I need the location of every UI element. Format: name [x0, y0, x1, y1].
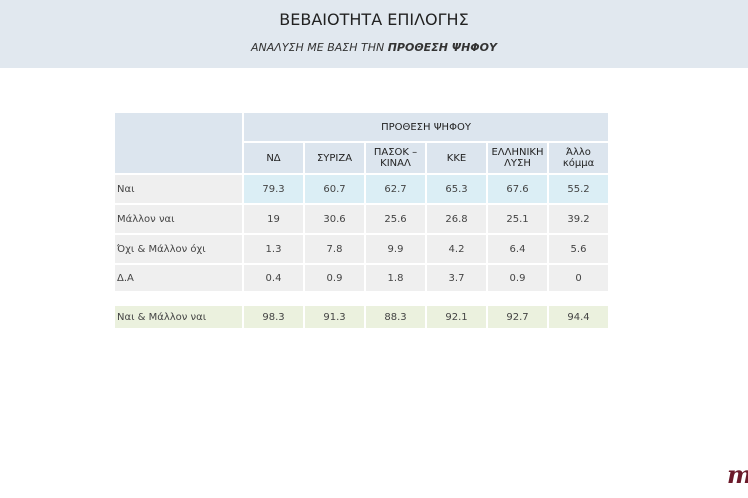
table-cell: 4.2	[427, 235, 486, 263]
row-label: Μάλλον ναι	[115, 205, 242, 233]
group-header: ΠΡΟΘΕΣΗ ΨΗΦΟΥ	[244, 113, 608, 141]
table-cell: 1.3	[244, 235, 303, 263]
header-band	[0, 0, 748, 68]
table-cell: 0.4	[244, 265, 303, 291]
column-header-line: Άλλο	[566, 147, 591, 158]
table-cell: 30.6	[305, 205, 364, 233]
table-cell: 5.6	[549, 235, 608, 263]
column-header: ΕΛΛΗΝΙΚΗ ΛΥΣΗ	[488, 143, 547, 173]
column-header-line: ΕΛΛΗΝΙΚΗ	[491, 147, 544, 158]
table-cell: 0.9	[488, 265, 547, 291]
column-header: Άλλο κόμμα	[549, 143, 608, 173]
row-label: Ναι & Μάλλον ναι	[115, 306, 242, 328]
table-cell: 91.3	[305, 306, 364, 328]
table-cell: 7.8	[305, 235, 364, 263]
table-cell: 6.4	[488, 235, 547, 263]
column-header: ΚΚΕ	[427, 143, 486, 173]
column-header-line: ΠΑΣΟΚ –	[373, 147, 418, 158]
table-row: Δ.Α 0.4 0.9 1.8 3.7 0.9 0	[115, 265, 608, 291]
table-cell: 60.7	[305, 175, 364, 203]
table-row: Ναι 79.3 60.7 62.7 65.3 67.6 55.2	[115, 175, 608, 203]
table-cell: 39.2	[549, 205, 608, 233]
column-header-line: ΣΥΡΙΖΑ	[316, 152, 353, 164]
results-table: ΠΡΟΘΕΣΗ ΨΗΦΟΥ ΝΔ ΣΥΡΙΖΑ ΠΑΣΟΚ – ΚΙΝΑΛ ΚΚΕ ΕΛΛ…	[113, 111, 610, 330]
table-cell: 92.7	[488, 306, 547, 328]
table-row: Ναι & Μάλλον ναι 98.3 91.3 88.3 92.1 92.7 94.4	[115, 306, 608, 328]
column-header-line: ΛΥΣΗ	[504, 158, 531, 169]
table-cell: 25.1	[488, 205, 547, 233]
subtitle-bold: ΠΡΟΘΕΣΗ ΨΗΦΟΥ	[387, 41, 497, 54]
table-cell: 1.8	[366, 265, 425, 291]
logo: m	[727, 460, 748, 489]
row-label: Ναι	[115, 175, 242, 203]
row-label: Όχι & Μάλλον όχι	[115, 235, 242, 263]
table-cell: 55.2	[549, 175, 608, 203]
table-row: Όχι & Μάλλον όχι 1.3 7.8 9.9 4.2 6.4 5.6	[115, 235, 608, 263]
column-header: ΣΥΡΙΖΑ	[305, 143, 364, 173]
page-title: ΒΕΒΑΙΟΤΗΤΑ ΕΠΙΛΟΓΗΣ	[279, 10, 469, 29]
table-cell: 65.3	[427, 175, 486, 203]
table-cell: 88.3	[366, 306, 425, 328]
column-header: ΝΔ	[244, 143, 303, 173]
table-cell: 0.9	[305, 265, 364, 291]
corner-cell	[115, 113, 242, 173]
table-cell: 26.8	[427, 205, 486, 233]
table-cell: 9.9	[366, 235, 425, 263]
column-header-line: ΝΔ	[266, 152, 281, 164]
table-cell: 19	[244, 205, 303, 233]
table-cell: 62.7	[366, 175, 425, 203]
table-cell: 67.6	[488, 175, 547, 203]
page-subtitle: ΑΝΑΛΥΣΗ ΜΕ ΒΑΣΗ ΤΗΝ ΠΡΟΘΕΣΗ ΨΗΦΟΥ	[0, 41, 748, 54]
table-cell: 3.7	[427, 265, 486, 291]
table-row: Μάλλον ναι 19 30.6 25.6 26.8 25.1 39.2	[115, 205, 608, 233]
table-cell: 0	[549, 265, 608, 291]
column-header-line: ΚΚΕ	[446, 152, 467, 164]
table-cell: 79.3	[244, 175, 303, 203]
row-label: Δ.Α	[115, 265, 242, 291]
table-cell: 94.4	[549, 306, 608, 328]
subtitle-prefix: ΑΝΑΛΥΣΗ ΜΕ ΒΑΣΗ ΤΗΝ	[251, 41, 388, 54]
column-header-line: κόμμα	[562, 158, 595, 169]
table-cell: 98.3	[244, 306, 303, 328]
table-cell: 25.6	[366, 205, 425, 233]
column-header: ΠΑΣΟΚ – ΚΙΝΑΛ	[366, 143, 425, 173]
table-cell: 92.1	[427, 306, 486, 328]
column-header-line: ΚΙΝΑΛ	[380, 158, 411, 169]
